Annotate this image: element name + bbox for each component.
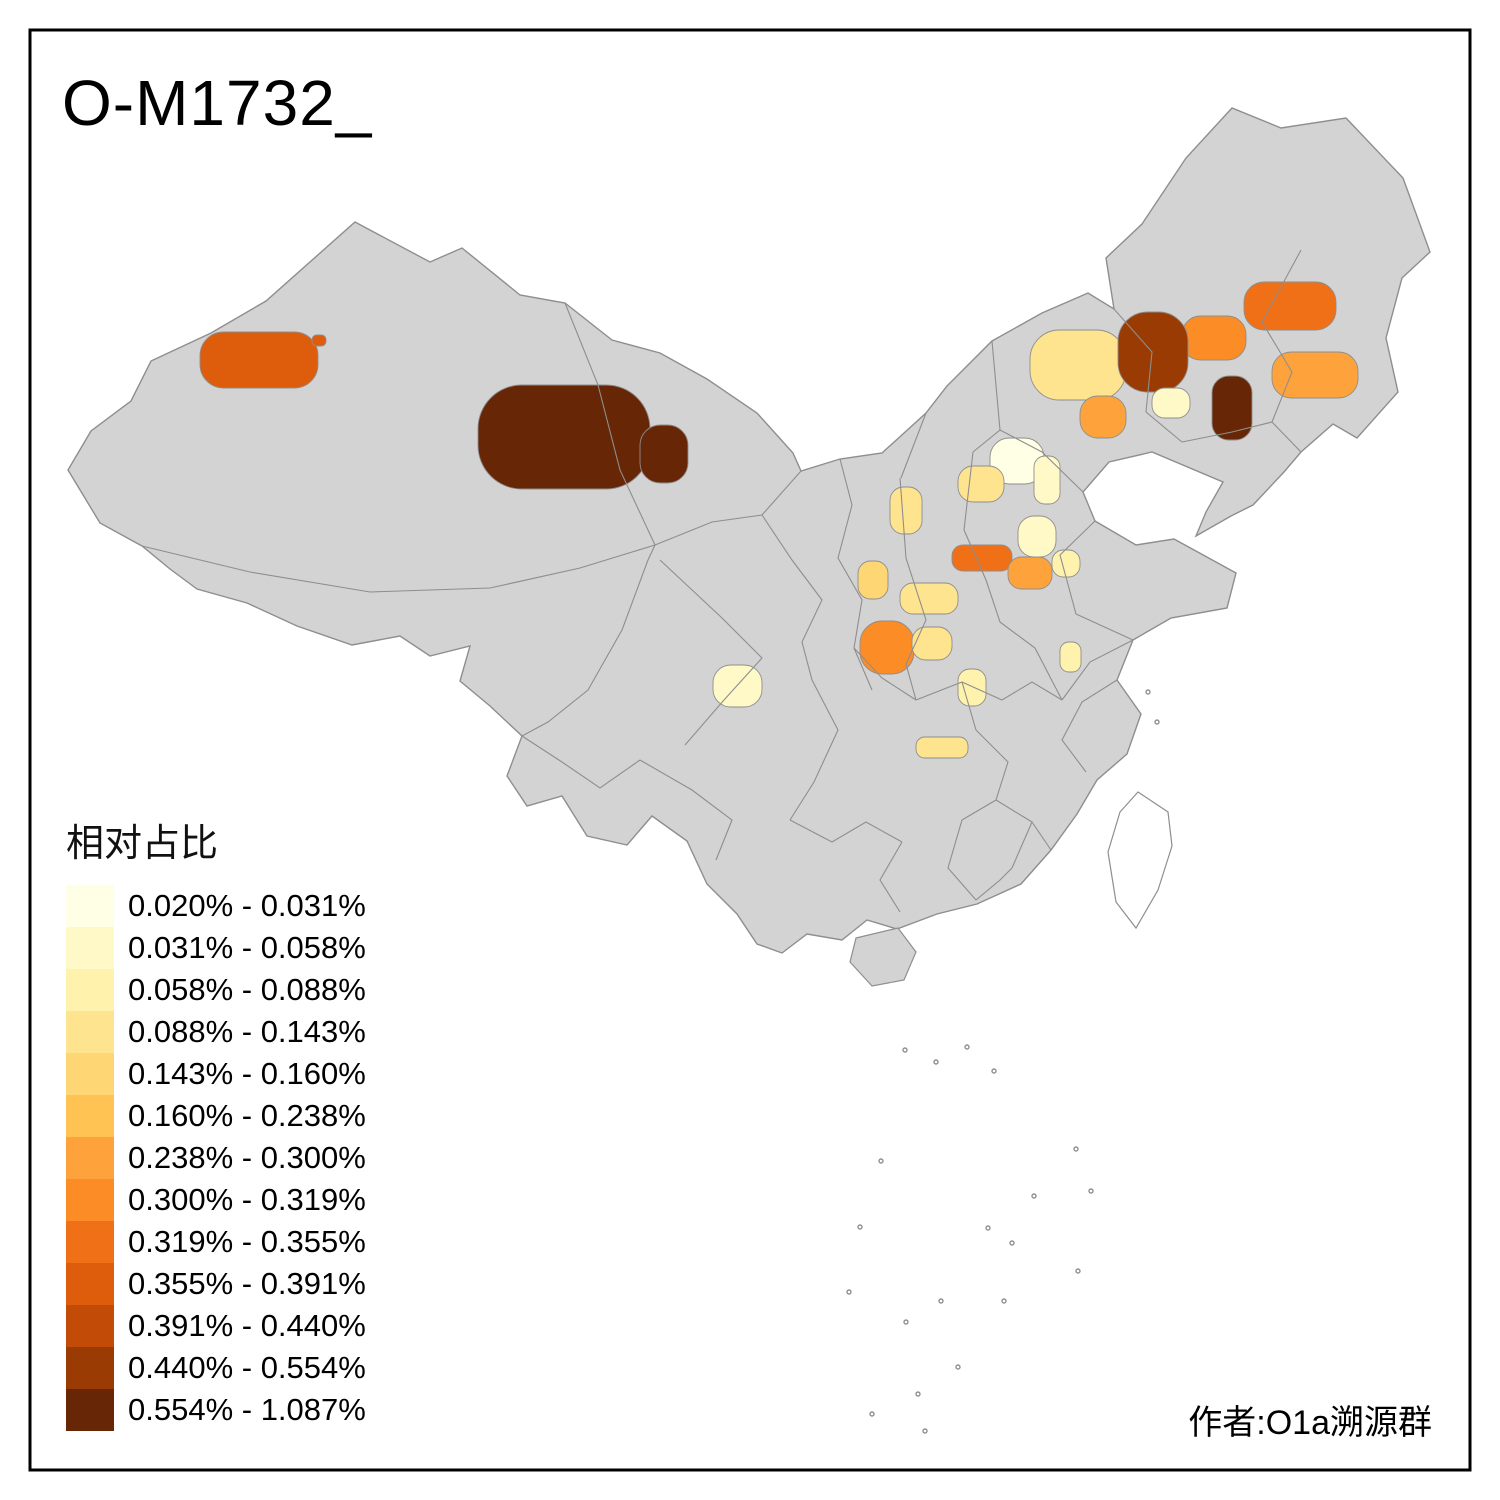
legend-swatch [66,969,114,1011]
region-patch [712,664,763,708]
plot-frame [28,28,1472,1472]
legend-label: 0.391% - 0.440% [128,1308,366,1343]
region-patch [199,331,319,389]
region-patch [899,582,959,615]
legend-row: 0.238% - 0.300% [66,1137,366,1179]
legend-row: 0.020% - 0.031% [66,885,366,927]
region-patch [1151,387,1191,419]
hainan-island [849,927,917,987]
region-patch [915,736,969,759]
legend-swatch [66,1263,114,1305]
legend-swatch [66,1389,114,1431]
legend-row: 0.554% - 1.087% [66,1389,366,1431]
legend: 相对占比 0.020% - 0.031% 0.031% - 0.058% 0.058… [66,812,366,1431]
legend-rows: 0.020% - 0.031% 0.031% - 0.058% 0.058% - 0… [66,885,366,1431]
legend-row: 0.319% - 0.355% [66,1221,366,1263]
legend-row: 0.058% - 0.088% [66,969,366,1011]
legend-swatch [66,1221,114,1263]
legend-swatch [66,1095,114,1137]
legend-label: 0.031% - 0.058% [128,930,366,965]
mainland-outline [67,107,1431,954]
region-patch [1017,515,1057,558]
region-patch [1271,351,1359,399]
legend-row: 0.300% - 0.319% [66,1179,366,1221]
legend-swatch [66,927,114,969]
region-patches [199,281,1359,759]
legend-swatch [66,1179,114,1221]
region-patch [1211,375,1253,441]
legend-label: 0.238% - 0.300% [128,1140,366,1175]
region-patch [1051,549,1081,578]
legend-row: 0.440% - 0.554% [66,1347,366,1389]
region-patch [951,544,1013,572]
region-patch [1181,315,1247,361]
legend-swatch [66,1137,114,1179]
legend-row: 0.143% - 0.160% [66,1053,366,1095]
legend-row: 0.160% - 0.238% [66,1095,366,1137]
legend-swatch [66,1053,114,1095]
legend-title: 相对占比 [66,823,219,865]
region-patch [1033,455,1061,505]
legend-swatch [66,1305,114,1347]
region-patch [957,668,987,707]
region-patch [1079,395,1127,439]
legend-label: 0.143% - 0.160% [128,1056,366,1091]
region-patch [1029,329,1127,401]
legend-swatch [66,1011,114,1053]
legend-label: 0.440% - 0.554% [128,1350,366,1385]
legend-row: 0.391% - 0.440% [66,1305,366,1347]
region-patch [859,620,915,675]
legend-row: 0.355% - 0.391% [66,1263,366,1305]
legend-label: 0.160% - 0.238% [128,1098,366,1133]
legend-label: 0.058% - 0.088% [128,972,366,1007]
page-title: O-M1732_ [62,67,373,139]
attribution: 作者:O1a溯源群 [1188,1404,1432,1442]
region-patch [477,384,651,490]
legend-swatch [66,885,114,927]
taiwan-island [1107,791,1173,930]
region-patch [911,626,953,661]
province-borders [141,249,1302,913]
legend-row: 0.088% - 0.143% [66,1011,366,1053]
region-patch [639,424,689,484]
region-patch [957,465,1005,503]
region-patch [1117,311,1189,393]
legend-label: 0.319% - 0.355% [128,1224,366,1259]
legend-swatch [66,1347,114,1389]
legend-label: 0.355% - 0.391% [128,1266,366,1301]
region-patch [311,334,327,347]
legend-label: 0.554% - 1.087% [128,1392,366,1427]
legend-label: 0.020% - 0.031% [128,888,366,923]
region-patch [1007,556,1053,590]
region-patch [857,560,889,600]
legend-label: 0.300% - 0.319% [128,1182,366,1217]
legend-label: 0.088% - 0.143% [128,1014,366,1049]
legend-row: 0.031% - 0.058% [66,927,366,969]
region-patch [1243,281,1337,331]
region-patch [1059,641,1082,673]
region-patch [889,486,923,535]
south-china-sea-islands [846,689,1160,1434]
